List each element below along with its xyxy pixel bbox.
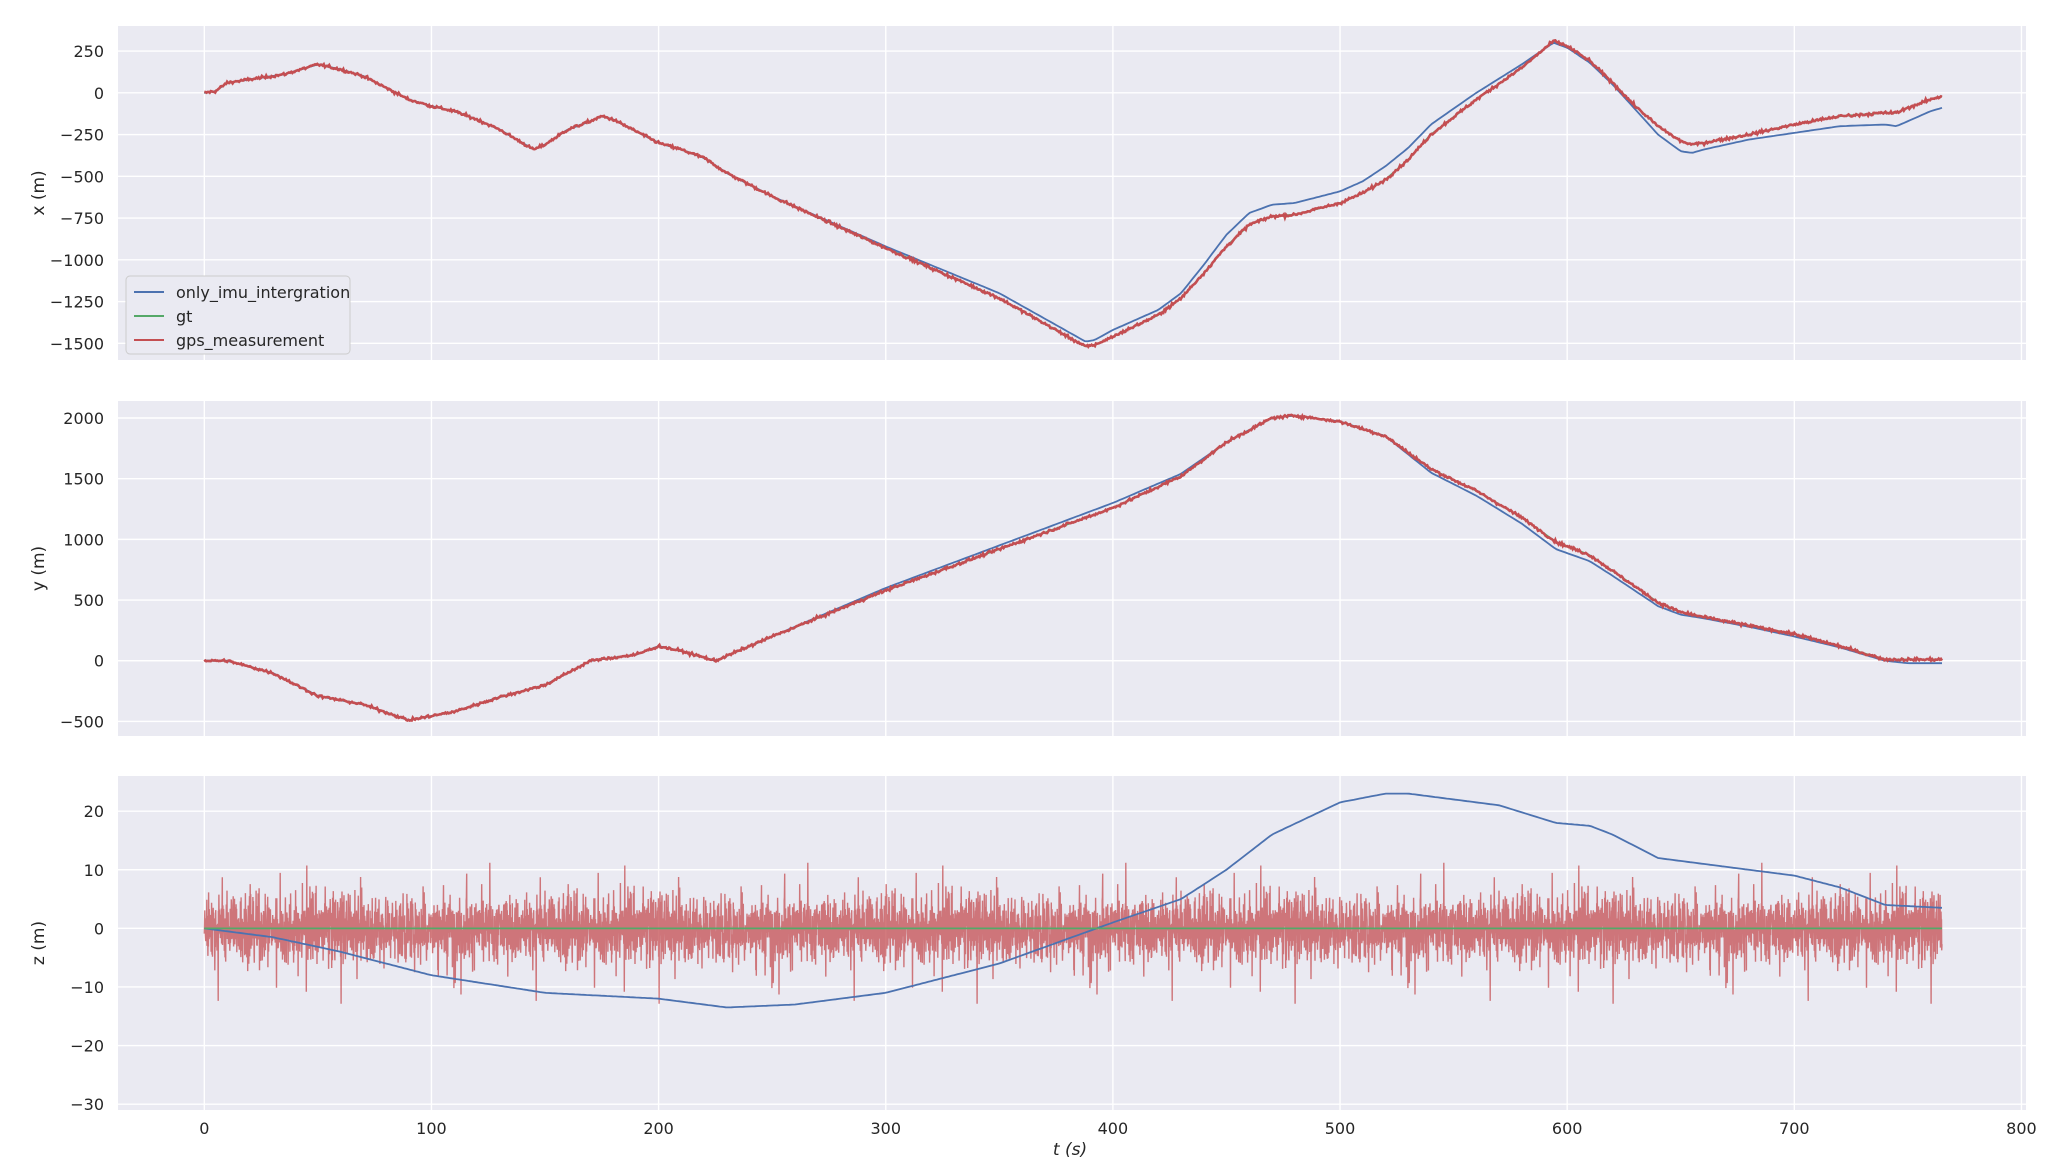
y-tick-label: 0 [94, 919, 104, 938]
legend-entry: gt [176, 307, 192, 326]
y-tick-label: −750 [60, 209, 104, 228]
x-tick-label: 200 [643, 1119, 674, 1138]
y-axis-label: y (m) [29, 546, 49, 591]
y-axis-label: x (m) [29, 170, 49, 215]
series-group [203, 412, 1944, 723]
x-tick-label: 300 [870, 1119, 901, 1138]
plot-background [118, 776, 2026, 1110]
y-tick-label: −250 [60, 126, 104, 145]
y-tick-label: −30 [70, 1095, 104, 1114]
y-tick-label: 0 [94, 652, 104, 671]
plot-background [118, 401, 2026, 736]
y-subplot: −500 0 500 1000 1500 2000 y (m) [29, 401, 2026, 736]
x-tick-label: 500 [1325, 1119, 1356, 1138]
y-tick-label: −20 [70, 1037, 104, 1056]
series-group [203, 792, 1943, 1009]
series-group [204, 39, 1943, 349]
x-subplot: −1500 −1250 −1000 −750 −500 −250 0 250 x (m) [29, 26, 2026, 360]
y-tick-label: 250 [73, 42, 104, 61]
y-tick-label: 2000 [63, 409, 104, 428]
x-axis-label: t (s) [1053, 1140, 1087, 1160]
plot-background [118, 26, 2026, 360]
y-tick-label: −1500 [50, 334, 104, 353]
x-tick-label: 100 [416, 1119, 447, 1138]
x-tick-label: 0 [199, 1119, 209, 1138]
y-axis-label: z (m) [29, 921, 49, 965]
legend-entry: only_imu_intergration [176, 283, 350, 303]
x-tick-label: 800 [2006, 1119, 2037, 1138]
y-tick-label: 1000 [63, 530, 104, 549]
legend-box [125, 275, 351, 355]
z-subplot: −30 −20 −10 0 10 20 z (m) [29, 776, 2026, 1114]
y-tick-label: 0 [94, 84, 104, 103]
y-tick-label: −1000 [50, 251, 104, 270]
series-line-only_imu_intergration [204, 792, 1943, 1009]
y-tick-label: −10 [70, 978, 104, 997]
legend-entry: gps_measurement [176, 331, 324, 351]
series-line-gps_measurement [203, 412, 1944, 723]
y-tick-label: −500 [60, 167, 104, 186]
x-tick-label: 400 [1098, 1119, 1129, 1138]
y-tick-label: −500 [60, 712, 104, 731]
x-tick-label: 600 [1552, 1119, 1583, 1138]
series-line-gps_measurement [204, 39, 1943, 349]
x-tick-labels: 0 100 200 300 400 500 600 700 800 [199, 1119, 2037, 1138]
y-tick-label: 1500 [63, 470, 104, 489]
y-tick-label: −1250 [50, 293, 104, 312]
y-tick-label: 500 [73, 591, 104, 610]
x-tick-label: 700 [1779, 1119, 1810, 1138]
y-tick-label: 20 [84, 802, 104, 821]
y-tick-label: 10 [84, 861, 104, 880]
